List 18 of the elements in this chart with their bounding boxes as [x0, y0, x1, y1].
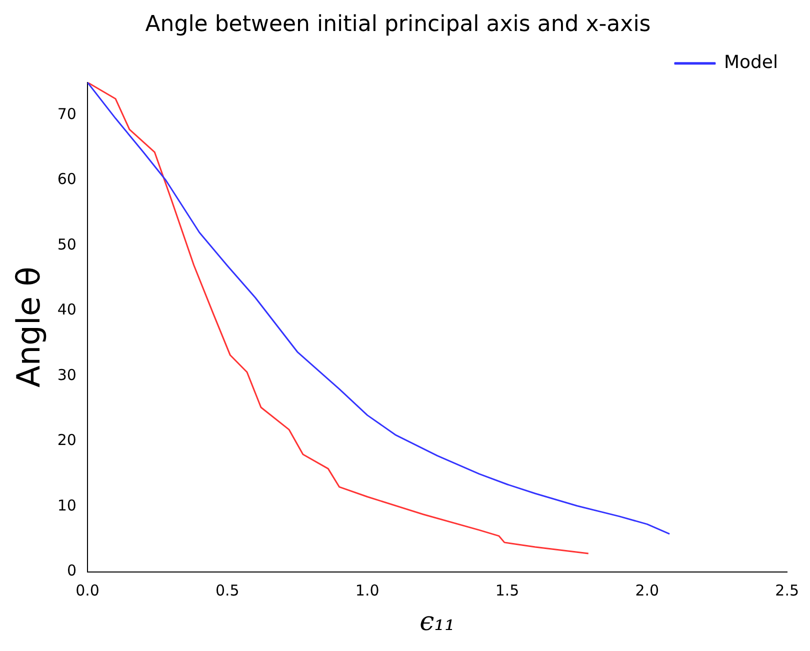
x-tick-label: 2.5 [775, 582, 799, 600]
y-tick-label: 0 [66, 562, 76, 580]
x-tick-label: 0.0 [76, 582, 100, 600]
x-tick-label: 2.0 [635, 582, 660, 600]
y-tick-label: 70 [57, 104, 76, 123]
legend-label: Model [724, 52, 778, 74]
x-tick-label: 1.5 [495, 582, 520, 600]
y-tick-label: 30 [57, 366, 76, 384]
x-tick-label: 1.0 [355, 582, 380, 600]
y-tick-label: 40 [57, 300, 76, 319]
x-axis-title: ϵ₁₁ [420, 607, 455, 638]
x-tick-label: 0.5 [215, 582, 240, 600]
y-tick-label: 10 [57, 496, 76, 514]
y-tick-label: 50 [57, 235, 76, 254]
chart-title: Angle between initial principal axis and x-axis [145, 12, 651, 37]
y-axis-title: Angle θ [10, 266, 48, 388]
y-tick-label: 20 [57, 431, 76, 450]
y-tick-label: 60 [57, 170, 76, 188]
